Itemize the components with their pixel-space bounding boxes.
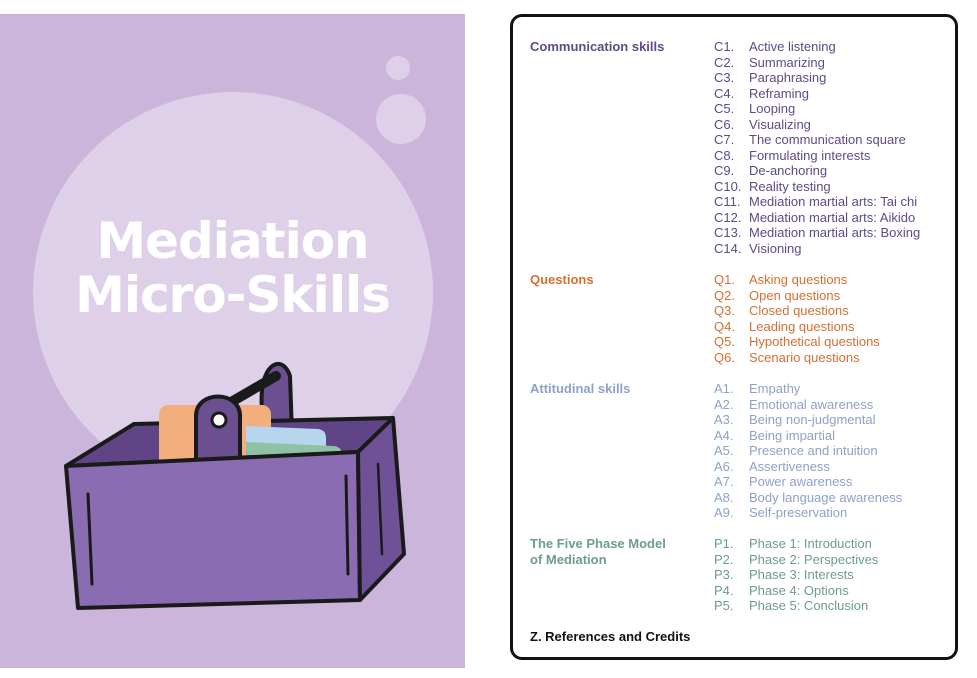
decor-dot-small bbox=[386, 56, 410, 80]
section-title-five-phase-model: The Five Phase Model of Mediation bbox=[530, 536, 666, 567]
toc-item-p5[interactable]: P5. Phase 5: Conclusion bbox=[714, 598, 869, 613]
toc-item-c14[interactable]: C14. Visioning bbox=[714, 240, 802, 256]
toc-item-p3[interactable]: P3. Phase 3: Interests bbox=[714, 567, 854, 582]
questions-items: Q1. Asking questions Q2. Open questions Q3… bbox=[714, 272, 880, 365]
toc-item-q1[interactable]: Q1. Asking questions bbox=[714, 272, 848, 287]
toc-item-a2[interactable]: A2. Emotional awareness bbox=[714, 396, 874, 412]
decor-dot-medium bbox=[376, 94, 426, 144]
basket-icon bbox=[64, 362, 406, 610]
toc-item-a6[interactable]: A6. Assertiveness bbox=[714, 458, 830, 474]
toc-item-a3[interactable]: A3. Being non-judgmental bbox=[714, 412, 876, 427]
section-title-communication: Communication skills bbox=[530, 39, 665, 54]
references-link[interactable]: Z. References and Credits bbox=[530, 629, 691, 644]
toc-item-c2[interactable]: C2. Summarizing bbox=[714, 54, 825, 70]
cover-title-line1: Mediation bbox=[96, 212, 369, 270]
section-title-line1: The Five Phase Model bbox=[530, 536, 666, 551]
toc-item-a7[interactable]: A7. Power awareness bbox=[714, 474, 853, 489]
toc-item-c11[interactable]: C11. Mediation martial arts: Tai chi bbox=[714, 194, 918, 209]
communication-items: C1. Active listening C2. Summarizing C3. Pa… bbox=[714, 39, 920, 256]
toc-item-p1[interactable]: P1. Phase 1: Introduction bbox=[714, 536, 872, 551]
section-title-attitudinal: Attitudinal skills bbox=[530, 381, 631, 396]
toc-item-c7[interactable]: C7. The communication square bbox=[714, 132, 906, 147]
toc-item-q4[interactable]: Q4. Leading questions bbox=[714, 318, 855, 334]
toc-item-a4[interactable]: A4. Being impartial bbox=[714, 427, 835, 443]
toc-item-a5[interactable]: A5. Presence and intuition bbox=[714, 443, 878, 458]
toc-item-c6[interactable]: C6. Visualizing bbox=[714, 116, 811, 132]
toc-item-q6[interactable]: Q6. Scenario questions bbox=[714, 349, 860, 365]
toc-item-q3[interactable]: Q3. Closed questions bbox=[714, 303, 849, 318]
toc-item-c5[interactable]: C5. Looping bbox=[714, 101, 796, 116]
table-of-contents: Communication skills C1. Active listening… bbox=[510, 14, 958, 660]
toc-item-c3[interactable]: C3. Paraphrasing bbox=[714, 70, 827, 85]
toc-item-c9[interactable]: C9. De-anchoring bbox=[714, 163, 828, 178]
toc-item-q2[interactable]: Q2. Open questions bbox=[714, 287, 841, 303]
toc-item-c8[interactable]: C8. Formulating interests bbox=[714, 147, 871, 163]
cover-title-line2: Micro-Skills bbox=[75, 266, 391, 324]
toc-item-c10[interactable]: C10. Reality testing bbox=[714, 178, 831, 194]
section-title-questions: Questions bbox=[530, 272, 594, 287]
toc-item-a8[interactable]: A8. Body language awareness bbox=[714, 489, 903, 505]
toc-item-p4[interactable]: P4. Phase 4: Options bbox=[714, 582, 849, 598]
toc-item-c13[interactable]: C13. Mediation martial arts: Boxing bbox=[714, 225, 921, 240]
book-cover: Mediation Micro-Skills bbox=[0, 14, 465, 668]
toc-item-p2[interactable]: P2. Phase 2: Perspectives bbox=[714, 551, 879, 567]
toc-item-a9[interactable]: A9. Self-preservation bbox=[714, 505, 848, 520]
toc-item-c4[interactable]: C4. Reframing bbox=[714, 85, 809, 101]
toc-item-a1[interactable]: A1. Empathy bbox=[714, 381, 801, 396]
phase-items: P1. Phase 1: Introduction P2. Phase 2: Per… bbox=[714, 536, 878, 614]
section-title-line2: of Mediation bbox=[530, 551, 607, 567]
attitudinal-items: A1. Empathy A2. Emotional awareness A3. Bei… bbox=[714, 381, 902, 521]
toc-item-c12[interactable]: C12. Mediation martial arts: Aikido bbox=[714, 209, 916, 225]
toc-item-c1[interactable]: C1. Active listening bbox=[714, 39, 836, 54]
toc-item-q5[interactable]: Q5. Hypothetical questions bbox=[714, 334, 880, 349]
